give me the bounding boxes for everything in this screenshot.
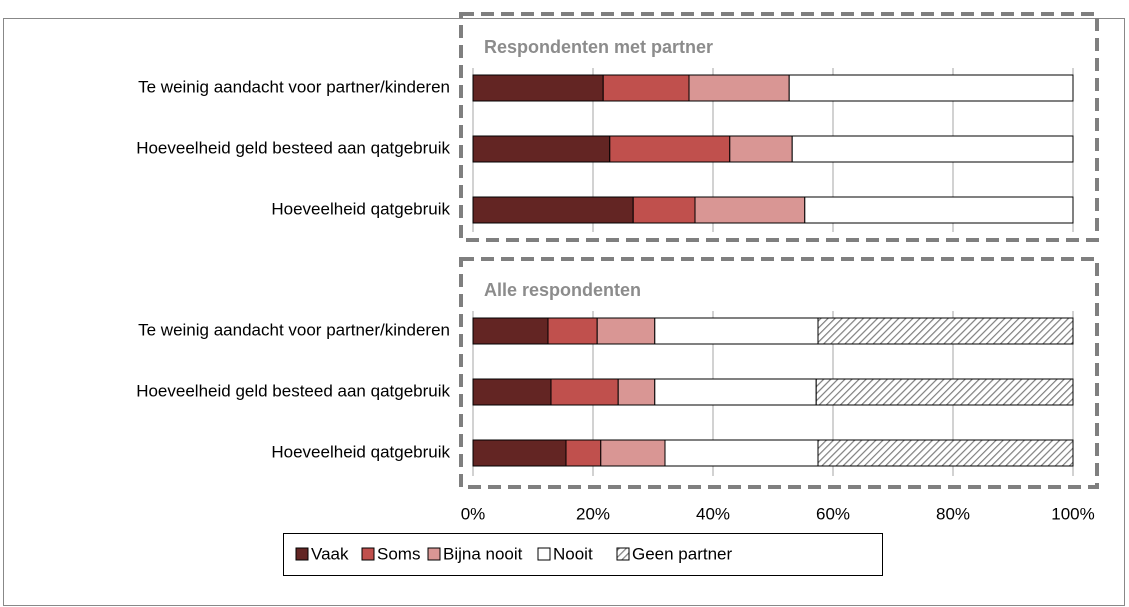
legend-label: Vaak xyxy=(311,544,349,563)
bar-segment xyxy=(815,378,1074,406)
x-tick-label: 60% xyxy=(816,504,850,523)
legend-label: Nooit xyxy=(553,544,593,563)
legend-box xyxy=(283,533,883,576)
bar-segment xyxy=(788,74,1074,102)
panel-frame xyxy=(459,12,1099,242)
bar-segment xyxy=(694,196,806,224)
legend-label: Bijna nooit xyxy=(443,544,523,563)
legend-swatch xyxy=(295,547,309,561)
bar-segment xyxy=(550,378,619,406)
bar-segment xyxy=(547,317,598,345)
bar-segment xyxy=(472,439,567,467)
bar-segment xyxy=(817,439,1074,467)
legend-swatch xyxy=(537,547,551,561)
bar-segment xyxy=(664,439,819,467)
bar-segment xyxy=(654,378,817,406)
bar-segment xyxy=(791,135,1074,163)
legend-label: Geen partner xyxy=(632,544,733,563)
legend-swatch xyxy=(361,547,375,561)
bar-segment xyxy=(817,317,1074,345)
category-label: Te weinig aandacht voor partner/kinderen xyxy=(138,77,450,96)
bar-segment xyxy=(688,74,790,102)
x-tick-label: 40% xyxy=(696,504,730,523)
legend-swatch xyxy=(427,547,441,561)
x-tick-label: 0% xyxy=(461,504,486,523)
bar-segment xyxy=(472,378,552,406)
category-label: Hoeveelheid qatgebruik xyxy=(271,442,450,461)
bar-segment xyxy=(472,135,611,163)
bar-segment xyxy=(602,74,690,102)
x-tick-label: 20% xyxy=(576,504,610,523)
bar-segment xyxy=(565,439,602,467)
bar-segment xyxy=(617,378,656,406)
panel-title: Alle respondenten xyxy=(484,280,641,300)
frame xyxy=(3,18,1125,606)
bar-segment xyxy=(472,74,604,102)
x-tick-label: 80% xyxy=(936,504,970,523)
bar-segment xyxy=(596,317,656,345)
panel-frame xyxy=(459,257,1099,489)
bar-segment xyxy=(632,196,696,224)
bar-segment xyxy=(472,196,634,224)
x-tick-label: 100% xyxy=(1051,504,1094,523)
category-label: Hoeveelheid qatgebruik xyxy=(271,199,450,218)
panel-title: Respondenten met partner xyxy=(484,37,713,57)
bar-segment xyxy=(609,135,731,163)
bar-segment xyxy=(804,196,1074,224)
category-label: Te weinig aandacht voor partner/kinderen xyxy=(138,320,450,339)
bar-segment xyxy=(600,439,666,467)
category-label: Hoeveelheid geld besteed aan qatgebruik xyxy=(136,381,450,400)
category-label: Hoeveelheid geld besteed aan qatgebruik xyxy=(136,138,450,157)
bar-segment xyxy=(729,135,793,163)
legend-swatch xyxy=(616,547,630,561)
bar-segment xyxy=(472,317,549,345)
legend-label: Soms xyxy=(377,544,420,563)
bar-segment xyxy=(654,317,819,345)
